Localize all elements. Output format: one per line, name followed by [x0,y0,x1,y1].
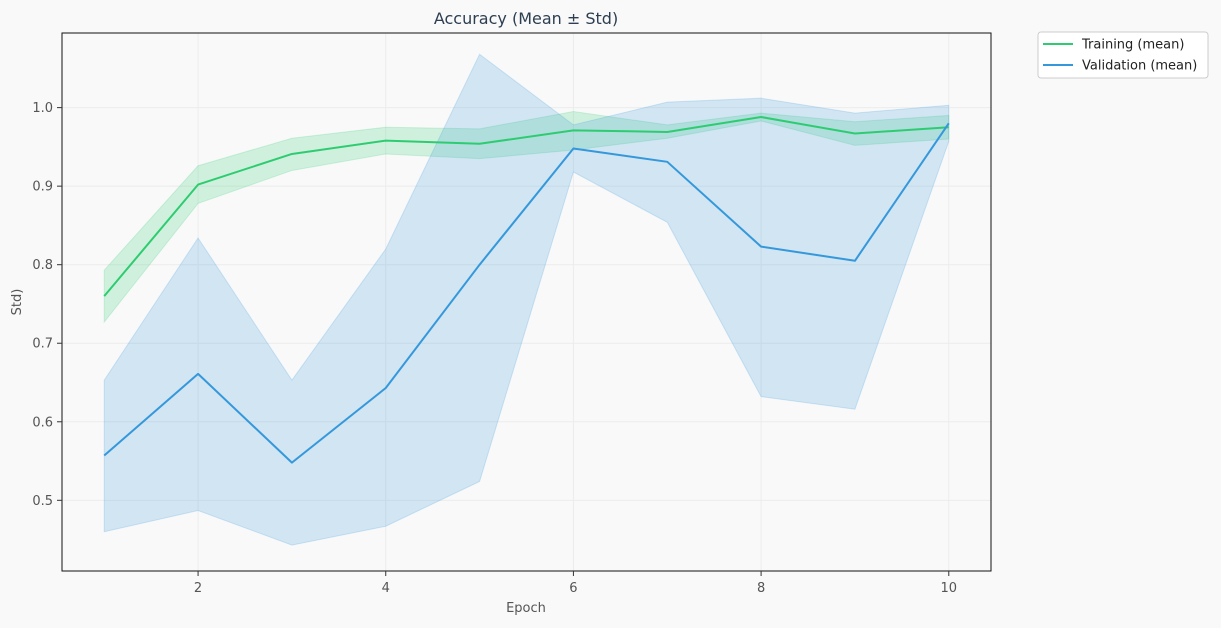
validation-mean-legend-label: Validation (mean) [1082,59,1197,74]
y-tick-label: 0.6 [32,415,53,430]
y-tick-label: 0.8 [32,258,53,273]
training-mean-line [103,116,949,297]
x-tick-label: 10 [940,581,957,596]
y-axis-ticks: 0.5 0.6 0.7 0.8 0.9 1.0 [32,101,62,509]
x-tick-label: 2 [194,581,202,596]
plot-area-frame [61,32,992,572]
training-mean-std-band [103,111,950,324]
y-tick-label: 0.5 [32,494,53,509]
x-tick-label: 8 [757,581,765,596]
validation-mean-std-band [103,53,950,546]
y-axis-label: Std) [10,289,25,316]
x-tick-label: 6 [569,581,577,596]
training-mean-legend-label: Training (mean) [1081,38,1184,53]
y-tick-label: 0.9 [32,180,53,195]
x-axis-ticks: 2 4 6 8 10 [194,571,957,596]
y-tick-label: 1.0 [32,101,53,116]
y-tick-label: 0.7 [32,337,53,352]
x-axis-label: Epoch [506,601,546,616]
std-bands [103,53,950,546]
legend-frame [1037,31,1209,79]
chart-title: Accuracy (Mean ± Std) [434,9,618,28]
mean-lines [103,116,950,464]
grid-lines [62,33,991,571]
validation-mean-line [103,122,950,464]
x-tick-label: 4 [382,581,390,596]
legend: Training (mean) Validation (mean) [1037,31,1209,79]
